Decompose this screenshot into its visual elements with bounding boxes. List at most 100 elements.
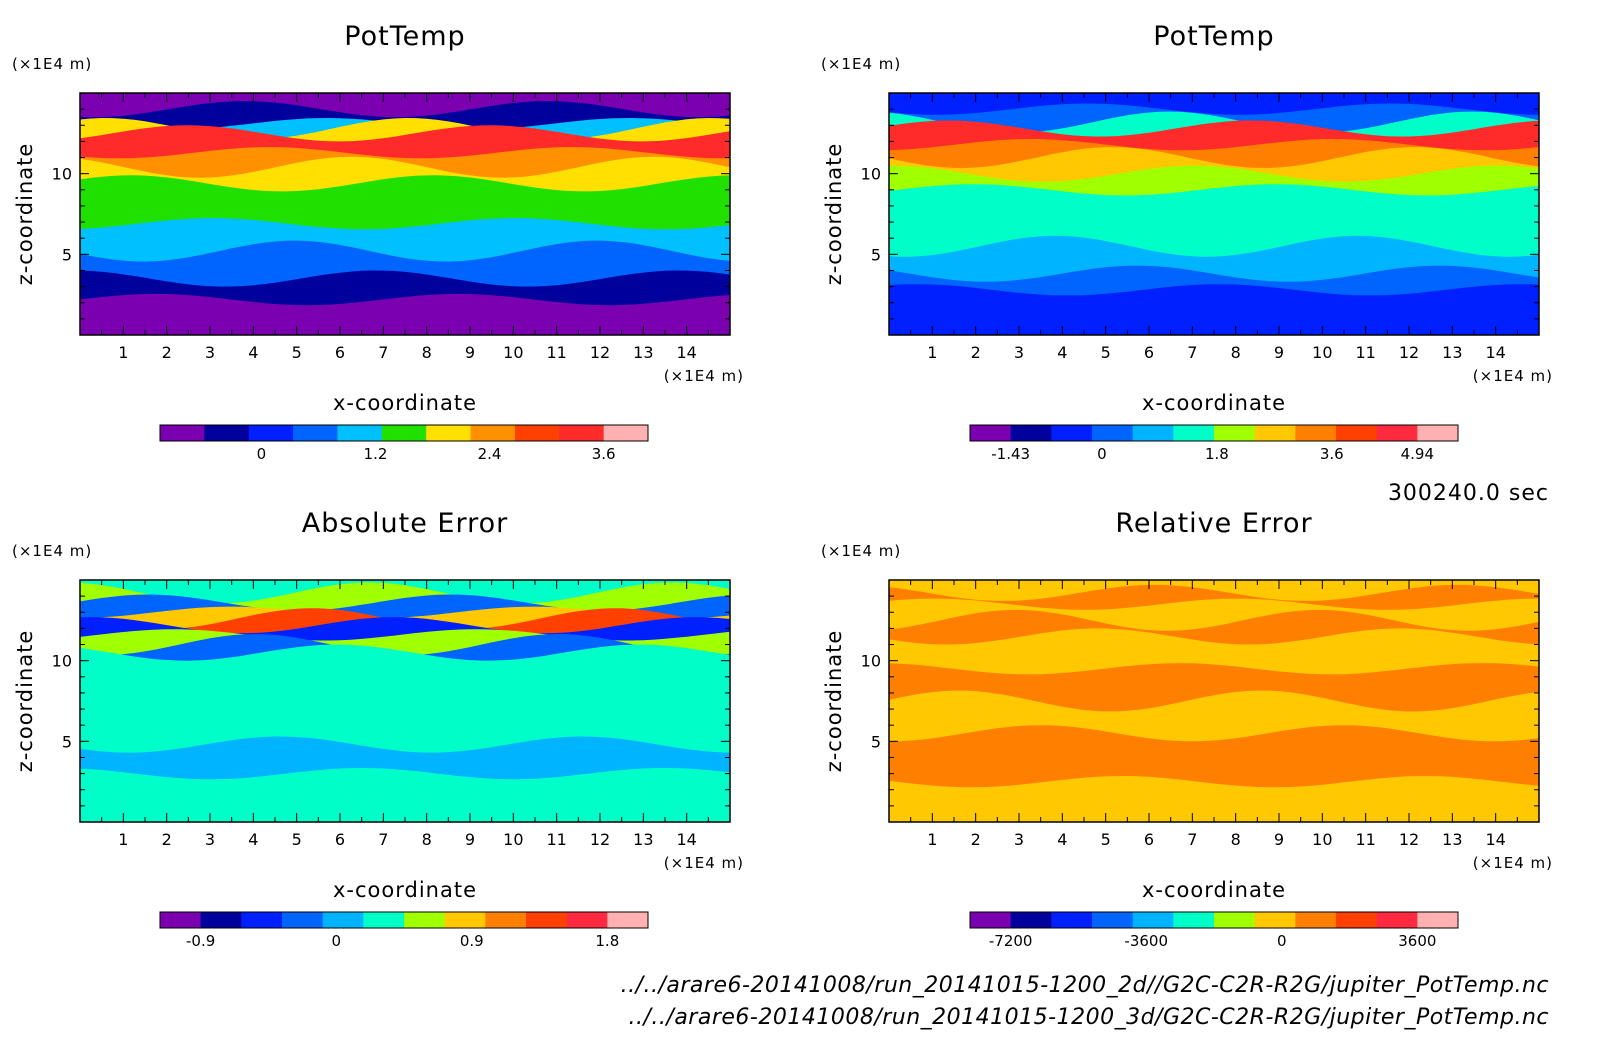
colorbar-swatch: [1295, 912, 1337, 928]
x-tick-label: 8: [422, 830, 432, 849]
x-tick-label: 12: [1399, 343, 1419, 362]
colorbar-frame: [159, 424, 649, 442]
colorbar-swatch: [607, 912, 649, 928]
y-tick-label: 10: [861, 165, 881, 184]
x-tick-label: 7: [378, 343, 388, 362]
panel-3: Absolute Error(×1E4 m)1 2 3 4 5 6 7 8 9 10 11 12 13 1…: [12, 508, 744, 950]
x-tick-label: 1: [118, 830, 128, 849]
colorbar-swatch: [204, 425, 250, 441]
y-unit-label: (×1E4 m): [12, 542, 92, 560]
x-tick-label: 9: [465, 343, 475, 362]
x-tick-label: 6: [335, 343, 345, 362]
y-tick-label: 10: [52, 165, 72, 184]
colorbar-tick-label: -3600: [1124, 932, 1168, 950]
colorbar-swatch: [1010, 912, 1052, 928]
colorbar-swatch: [1254, 912, 1296, 928]
colorbar-swatch: [1376, 425, 1418, 441]
colorbar-swatch: [1132, 425, 1174, 441]
y-axis-label: z-coordinate: [13, 143, 37, 286]
x-tick-label: 10: [1312, 343, 1332, 362]
colorbar-tick-label: 1.8: [595, 932, 619, 950]
x-tick-label: 1: [927, 343, 937, 362]
x-tick-label: 3: [1014, 343, 1024, 362]
x-axis-label: x-coordinate: [333, 878, 477, 902]
x-tick-label: 3: [205, 343, 215, 362]
colorbar-tick-label: 1.2: [364, 445, 388, 463]
x-unit-label: (×1E4 m): [664, 854, 744, 872]
y-unit-label: (×1E4 m): [12, 55, 92, 73]
colorbar-tick-label: 0: [1277, 932, 1287, 950]
colorbar-swatch: [970, 425, 1012, 441]
x-axis-label: x-coordinate: [1142, 391, 1286, 415]
x-unit-label: (×1E4 m): [1473, 367, 1553, 385]
colorbar-tick-label: 1.8: [1205, 445, 1229, 463]
panel-title: PotTemp: [1153, 21, 1274, 52]
colorbar-swatch: [160, 912, 202, 928]
x-tick-label: 8: [1231, 343, 1241, 362]
colorbar-swatch: [200, 912, 242, 928]
x-tick-label: 9: [1274, 343, 1284, 362]
colorbar-swatch: [559, 425, 605, 441]
colorbar: 0 1.2 2.4 3.6: [159, 424, 649, 463]
y-tick-label: 10: [52, 652, 72, 671]
x-axis-label: x-coordinate: [333, 391, 477, 415]
colorbar-swatch: [1132, 912, 1174, 928]
colorbar-frame: [969, 424, 1459, 442]
x-unit-label: (×1E4 m): [1473, 854, 1553, 872]
colorbar-swatch: [1010, 425, 1052, 441]
colorbar-swatch: [485, 912, 527, 928]
colorbar: -7200 -3600 0 3600: [969, 911, 1459, 950]
colorbar: -1.43 0 1.8 3.6 4.94: [969, 424, 1459, 463]
colorbar-swatch: [322, 912, 364, 928]
x-tick-label: 10: [503, 830, 523, 849]
colorbar-tick-label: 0: [1097, 445, 1107, 463]
x-tick-label: 11: [546, 343, 566, 362]
colorbar-tick-label: 2.4: [478, 445, 502, 463]
contour-field: [80, 580, 730, 822]
y-unit-label: (×1E4 m): [821, 55, 901, 73]
colorbar-swatch: [1214, 425, 1256, 441]
x-tick-label: 12: [590, 343, 610, 362]
colorbar-swatch: [1295, 425, 1337, 441]
x-tick-label: 1: [118, 343, 128, 362]
y-tick-label: 10: [861, 652, 881, 671]
x-tick-label: 10: [503, 343, 523, 362]
colorbar-swatch: [603, 425, 649, 441]
colorbar-swatch: [248, 425, 294, 441]
colorbar-swatch: [1254, 425, 1296, 441]
y-axis-label: z-coordinate: [13, 630, 37, 773]
time-label: 300240.0 sec: [1388, 481, 1549, 506]
colorbar-swatch: [566, 912, 608, 928]
colorbar-swatch: [381, 425, 427, 441]
x-tick-label: 2: [971, 343, 981, 362]
colorbar-swatch: [293, 425, 338, 441]
panel-title: Relative Error: [1115, 508, 1312, 539]
x-tick-label: 11: [546, 830, 566, 849]
x-tick-label: 1: [927, 830, 937, 849]
x-tick-label: 14: [676, 343, 696, 362]
x-axis-label: x-coordinate: [1142, 878, 1286, 902]
x-tick-label: 3: [1014, 830, 1024, 849]
colorbar-swatch: [1417, 912, 1459, 928]
x-tick-label: 13: [633, 830, 653, 849]
x-tick-label: 8: [1231, 830, 1241, 849]
colorbar-tick-label: -1.43: [991, 445, 1030, 463]
x-tick-label: 4: [1057, 830, 1067, 849]
panel-2: PotTemp(×1E4 m)1 2 3 4 5 6 7 8 9 10 11 12 13 14510(×1…: [821, 21, 1553, 463]
colorbar-swatch: [514, 425, 560, 441]
x-tick-label: 4: [248, 830, 258, 849]
x-tick-label: 14: [1485, 343, 1505, 362]
colorbar-swatch: [1051, 912, 1093, 928]
x-tick-label: 5: [292, 830, 302, 849]
x-tick-label: 5: [1101, 343, 1111, 362]
colorbar-swatch: [1376, 912, 1418, 928]
x-tick-label: 8: [422, 343, 432, 362]
colorbar-swatch: [1173, 912, 1215, 928]
x-tick-label: 4: [1057, 343, 1067, 362]
file-path-1: ../../arare6-20141008/run_20141015-1200_…: [621, 973, 1549, 998]
x-tick-label: 2: [162, 343, 172, 362]
colorbar: -0.9 0 0.9 1.8: [159, 911, 649, 950]
y-tick-label: 5: [62, 245, 72, 264]
y-axis-label: z-coordinate: [822, 143, 846, 286]
